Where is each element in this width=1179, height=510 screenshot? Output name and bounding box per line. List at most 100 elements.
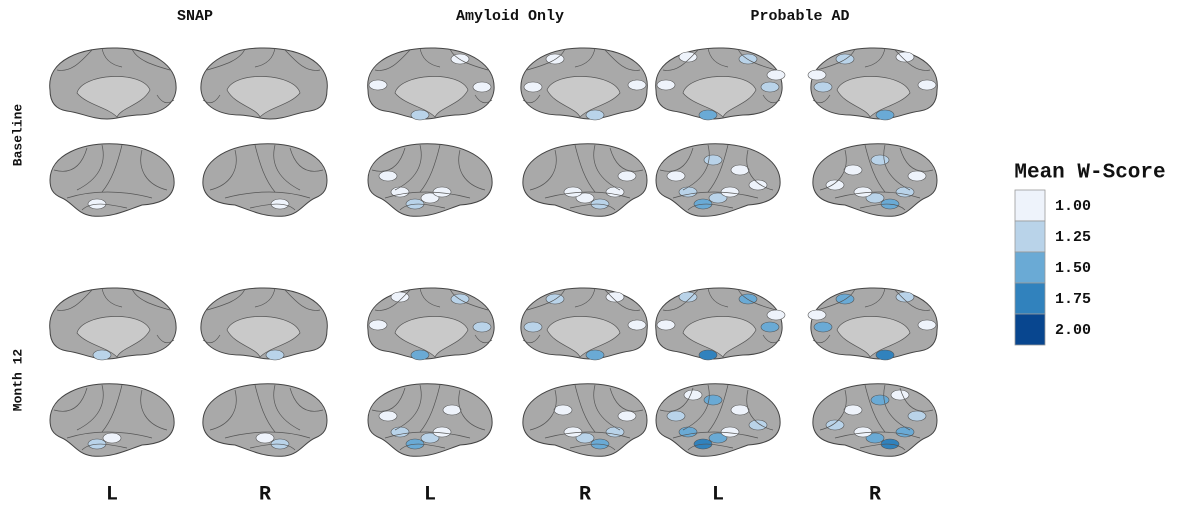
parcel	[586, 110, 604, 120]
parcel	[704, 155, 722, 165]
parcel	[871, 155, 889, 165]
hemisphere-label: L	[424, 483, 436, 506]
parcel	[814, 82, 832, 92]
brain	[201, 288, 327, 360]
brain	[813, 144, 937, 217]
legend-title: Mean W-Score	[1014, 162, 1165, 185]
brain	[368, 144, 492, 217]
parcel	[586, 350, 604, 360]
parcel	[699, 110, 717, 120]
brain	[813, 384, 937, 457]
parcel	[628, 320, 646, 330]
hemisphere-label: L	[712, 483, 724, 506]
column-title: SNAP	[177, 8, 213, 25]
hemisphere-label: R	[259, 483, 271, 506]
parcel	[891, 390, 909, 400]
parcel	[103, 433, 121, 443]
parcel	[554, 405, 572, 415]
legend-label: 2.00	[1055, 322, 1091, 339]
parcel	[667, 411, 685, 421]
row-title: Baseline	[10, 104, 25, 167]
parcel	[808, 310, 826, 320]
parcel	[908, 411, 926, 421]
parcel	[808, 70, 826, 80]
parcel	[369, 80, 387, 90]
legend-label: 1.50	[1055, 260, 1091, 277]
parcel	[761, 322, 779, 332]
brain	[656, 144, 780, 217]
brain	[201, 48, 327, 119]
parcel	[871, 395, 889, 405]
parcel	[731, 405, 749, 415]
column-title: Amyloid Only	[456, 8, 564, 25]
brain	[203, 384, 327, 457]
parcel	[657, 320, 675, 330]
parcel	[918, 80, 936, 90]
brain	[50, 48, 176, 119]
hemisphere-label: L	[106, 483, 118, 506]
parcel	[844, 165, 862, 175]
hemisphere-label: R	[869, 483, 881, 506]
brain	[368, 288, 494, 360]
parcel	[379, 411, 397, 421]
parcel	[266, 350, 284, 360]
figure: SNAP Amyloid Only Probable AD Baseline M…	[0, 0, 1179, 510]
parcel	[684, 390, 702, 400]
parcel	[628, 80, 646, 90]
legend-label: 1.25	[1055, 229, 1091, 246]
parcel	[699, 350, 717, 360]
brain	[656, 384, 780, 457]
brain	[656, 48, 785, 120]
parcel	[657, 80, 675, 90]
legend-swatch	[1015, 283, 1045, 314]
parcel	[256, 433, 274, 443]
parcel	[767, 310, 785, 320]
parcel	[618, 411, 636, 421]
legend-swatch	[1015, 314, 1045, 345]
parcel	[411, 350, 429, 360]
parcel	[749, 180, 767, 190]
brain	[50, 144, 174, 217]
column-title: Probable AD	[750, 8, 849, 25]
parcel	[814, 322, 832, 332]
parcel	[826, 180, 844, 190]
parcel	[908, 171, 926, 181]
parcel	[524, 82, 542, 92]
parcel	[731, 165, 749, 175]
brain	[521, 48, 647, 120]
parcel	[473, 82, 491, 92]
brain	[203, 144, 327, 217]
parcel	[767, 70, 785, 80]
legend-swatch	[1015, 252, 1045, 283]
parcel	[93, 350, 111, 360]
parcel	[876, 110, 894, 120]
parcel	[761, 82, 779, 92]
brain-maps	[50, 48, 938, 456]
parcel	[618, 171, 636, 181]
brain	[808, 48, 937, 120]
parcel	[749, 420, 767, 430]
brain	[521, 288, 647, 360]
legend: 1.001.251.501.752.00	[1015, 190, 1091, 345]
brain	[50, 384, 174, 457]
parcel	[918, 320, 936, 330]
parcel	[826, 420, 844, 430]
parcel	[667, 171, 685, 181]
parcel	[411, 110, 429, 120]
parcel	[876, 350, 894, 360]
parcel	[844, 405, 862, 415]
parcel	[524, 322, 542, 332]
brain	[368, 384, 492, 457]
brain	[656, 288, 785, 360]
brain	[50, 288, 176, 360]
brain	[368, 48, 494, 120]
brain	[808, 288, 937, 360]
hemisphere-label: R	[579, 483, 591, 506]
brain	[523, 384, 647, 457]
parcel	[443, 405, 461, 415]
parcel	[379, 171, 397, 181]
row-title: Month 12	[10, 349, 25, 412]
legend-label: 1.75	[1055, 291, 1091, 308]
brain	[523, 144, 647, 217]
legend-swatch	[1015, 190, 1045, 221]
